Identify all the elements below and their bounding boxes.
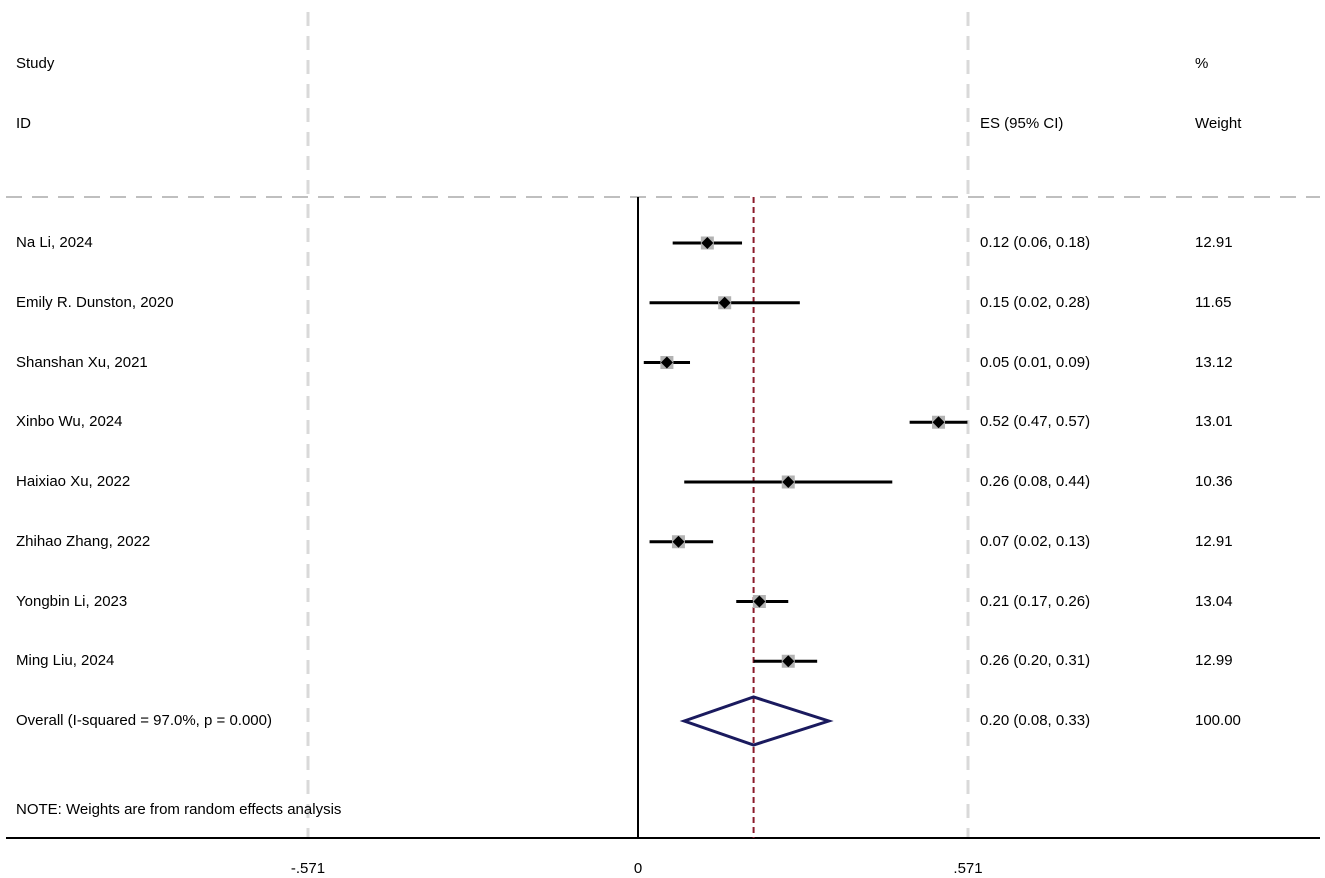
header-es-ci: ES (95% CI) bbox=[980, 115, 1064, 132]
header-percent: % bbox=[1195, 55, 1209, 72]
study-es-ci: 0.15 (0.02, 0.28) bbox=[980, 293, 1091, 311]
study-weight: 12.91 bbox=[1195, 234, 1233, 251]
study-es-ci: 0.12 (0.06, 0.18) bbox=[980, 234, 1091, 251]
study-point-estimate bbox=[753, 595, 766, 608]
overall-weight: 100.00 bbox=[1195, 712, 1241, 729]
study-label: Ming Liu, 2024 bbox=[16, 652, 115, 670]
study-weight: 13.01 bbox=[1195, 413, 1233, 431]
x-tick-label: .571 bbox=[953, 860, 983, 877]
study-label: Na Li, 2024 bbox=[16, 234, 93, 251]
study-label: Shanshan Xu, 2021 bbox=[16, 353, 148, 371]
study-point-estimate bbox=[672, 535, 685, 548]
study-point-estimate bbox=[660, 356, 673, 369]
study-weight: 12.99 bbox=[1195, 652, 1233, 670]
study-es-ci: 0.05 (0.01, 0.09) bbox=[980, 353, 1091, 371]
study-label: Haixiao Xu, 2022 bbox=[16, 473, 131, 490]
study-es-ci: 0.26 (0.20, 0.31) bbox=[980, 652, 1091, 670]
footnote: NOTE: Weights are from random effects an… bbox=[16, 801, 342, 818]
overall-label: Overall (I-squared = 97.0%, p = 0.000) bbox=[16, 712, 272, 729]
study-es-ci: 0.07 (0.02, 0.13) bbox=[980, 532, 1091, 550]
study-weight: 12.91 bbox=[1195, 532, 1233, 550]
study-label: Emily R. Dunston, 2020 bbox=[16, 293, 174, 311]
study-point-estimate bbox=[782, 476, 795, 488]
study-point-estimate bbox=[718, 296, 731, 309]
study-weight: 13.12 bbox=[1195, 353, 1233, 371]
study-point-estimate bbox=[701, 237, 714, 249]
overall-diamond bbox=[679, 695, 834, 747]
x-tick-label: -.571 bbox=[290, 860, 326, 877]
study-label: Xinbo Wu, 2024 bbox=[16, 413, 123, 431]
study-point-estimate bbox=[782, 655, 795, 668]
study-es-ci: 0.52 (0.47, 0.57) bbox=[980, 413, 1091, 431]
study-weight: 13.04 bbox=[1195, 592, 1233, 610]
overall-es-ci: 0.20 (0.08, 0.33) bbox=[980, 712, 1091, 729]
study-es-ci: 0.26 (0.08, 0.44) bbox=[980, 473, 1091, 490]
header-weight: Weight bbox=[1195, 115, 1242, 132]
study-label: Yongbin Li, 2023 bbox=[16, 592, 128, 610]
study-es-ci: 0.21 (0.17, 0.26) bbox=[980, 592, 1091, 610]
header-study: Study bbox=[16, 55, 55, 72]
study-point-estimate bbox=[932, 416, 945, 429]
study-weight: 10.36 bbox=[1195, 473, 1233, 490]
x-tick-label: 0 bbox=[633, 860, 643, 877]
study-weight: 11.65 bbox=[1195, 293, 1232, 311]
header-id: ID bbox=[16, 115, 31, 132]
study-label: Zhihao Zhang, 2022 bbox=[16, 532, 151, 550]
